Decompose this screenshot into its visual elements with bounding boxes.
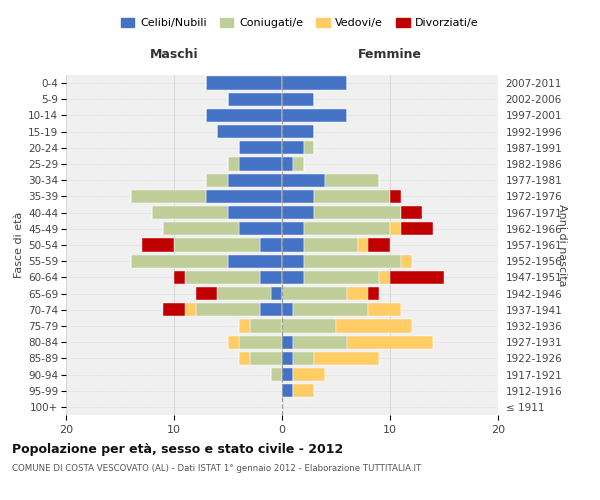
Bar xyxy=(250,320,282,332)
Bar xyxy=(304,141,314,154)
Y-axis label: Fasce di età: Fasce di età xyxy=(14,212,24,278)
Bar xyxy=(282,174,325,187)
Bar xyxy=(152,206,228,220)
Bar xyxy=(282,125,314,138)
Bar xyxy=(358,238,368,252)
Bar xyxy=(239,352,250,365)
Bar xyxy=(282,92,314,106)
Bar xyxy=(368,287,379,300)
Bar xyxy=(131,190,206,203)
Bar xyxy=(228,254,282,268)
Bar xyxy=(260,238,282,252)
Bar xyxy=(260,270,282,284)
Bar xyxy=(293,352,314,365)
Bar xyxy=(196,303,260,316)
Bar xyxy=(347,336,433,349)
Bar xyxy=(293,158,304,170)
Bar xyxy=(239,158,282,170)
Bar xyxy=(368,238,390,252)
Bar xyxy=(282,190,314,203)
Bar xyxy=(282,303,293,316)
Bar xyxy=(390,190,401,203)
Bar xyxy=(142,238,174,252)
Bar xyxy=(163,303,185,316)
Bar xyxy=(228,92,282,106)
Legend: Celibi/Nubili, Coniugati/e, Vedovi/e, Divorziati/e: Celibi/Nubili, Coniugati/e, Vedovi/e, Di… xyxy=(117,13,483,32)
Bar xyxy=(174,270,185,284)
Bar xyxy=(282,336,293,349)
Bar xyxy=(293,336,347,349)
Bar xyxy=(282,270,304,284)
Bar xyxy=(282,384,293,398)
Text: COMUNE DI COSTA VESCOVATO (AL) - Dati ISTAT 1° gennaio 2012 - Elaborazione TUTTI: COMUNE DI COSTA VESCOVATO (AL) - Dati IS… xyxy=(12,464,421,473)
Bar xyxy=(239,320,250,332)
Bar xyxy=(228,206,282,220)
Y-axis label: Anni di nascita: Anni di nascita xyxy=(557,204,566,286)
Bar xyxy=(314,190,390,203)
Bar xyxy=(282,141,304,154)
Bar xyxy=(314,352,379,365)
Bar xyxy=(390,270,444,284)
Bar xyxy=(271,287,282,300)
Bar xyxy=(282,287,347,300)
Bar xyxy=(196,287,217,300)
Bar xyxy=(390,222,401,235)
Bar xyxy=(239,222,282,235)
Bar xyxy=(282,238,304,252)
Bar xyxy=(282,368,293,381)
Bar xyxy=(239,336,282,349)
Bar xyxy=(304,238,358,252)
Bar xyxy=(271,368,282,381)
Bar xyxy=(206,109,282,122)
Bar xyxy=(260,303,282,316)
Bar xyxy=(228,174,282,187)
Bar xyxy=(250,352,282,365)
Bar xyxy=(174,238,260,252)
Bar xyxy=(282,76,347,90)
Bar xyxy=(401,254,412,268)
Bar xyxy=(217,125,282,138)
Bar xyxy=(206,190,282,203)
Bar xyxy=(401,206,422,220)
Bar xyxy=(131,254,228,268)
Bar xyxy=(282,109,347,122)
Bar xyxy=(304,222,390,235)
Text: Femmine: Femmine xyxy=(358,48,422,62)
Bar xyxy=(282,222,304,235)
Bar xyxy=(293,368,325,381)
Text: Maschi: Maschi xyxy=(149,48,199,62)
Bar xyxy=(282,206,314,220)
Bar xyxy=(293,384,314,398)
Bar xyxy=(282,352,293,365)
Bar xyxy=(304,254,401,268)
Bar xyxy=(314,206,401,220)
Bar xyxy=(336,320,412,332)
Bar xyxy=(325,174,379,187)
Bar xyxy=(163,222,239,235)
Bar xyxy=(206,76,282,90)
Bar xyxy=(401,222,433,235)
Bar xyxy=(217,287,271,300)
Bar xyxy=(282,254,304,268)
Bar xyxy=(368,303,401,316)
Bar xyxy=(185,270,260,284)
Bar xyxy=(185,303,196,316)
Bar xyxy=(282,158,293,170)
Text: Popolazione per età, sesso e stato civile - 2012: Popolazione per età, sesso e stato civil… xyxy=(12,442,343,456)
Bar xyxy=(304,270,379,284)
Bar xyxy=(282,320,336,332)
Bar xyxy=(379,270,390,284)
Bar xyxy=(239,141,282,154)
Bar xyxy=(206,174,228,187)
Bar xyxy=(293,303,368,316)
Bar xyxy=(347,287,368,300)
Bar xyxy=(228,336,239,349)
Bar xyxy=(228,158,239,170)
